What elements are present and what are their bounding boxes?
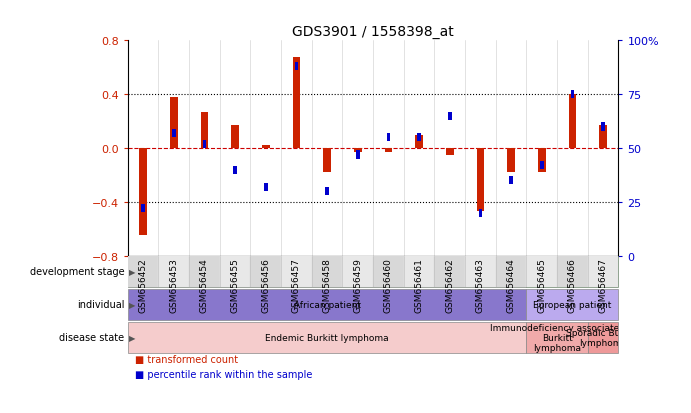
Text: GSM656462: GSM656462 [445, 258, 454, 312]
Bar [527, 256, 557, 287]
Bar [387, 134, 390, 142]
Bar [264, 183, 267, 191]
Text: GSM656463: GSM656463 [476, 258, 485, 312]
Bar [601, 123, 605, 131]
Bar [142, 205, 145, 213]
Bar [200, 112, 208, 149]
Bar [140, 149, 147, 236]
Bar [507, 149, 515, 173]
Bar [588, 322, 618, 353]
Text: Immunodeficiency associated
Burkitt
lymphoma: Immunodeficiency associated Burkitt lymp… [490, 323, 625, 352]
Text: European patient: European patient [533, 300, 612, 309]
Bar [477, 149, 484, 212]
Bar [540, 162, 544, 170]
Bar [356, 151, 359, 159]
Bar [373, 256, 404, 287]
Text: GSM656466: GSM656466 [568, 258, 577, 312]
Text: GSM656457: GSM656457 [292, 258, 301, 312]
Text: GSM656453: GSM656453 [169, 258, 178, 312]
Bar [538, 149, 546, 173]
Bar [220, 256, 250, 287]
Bar [128, 322, 527, 353]
Bar [527, 289, 618, 320]
Bar [262, 146, 269, 149]
Text: individual: individual [77, 299, 124, 310]
Bar [588, 256, 618, 287]
Bar [569, 95, 576, 149]
Text: GSM656456: GSM656456 [261, 258, 270, 312]
Bar [281, 256, 312, 287]
Bar [170, 97, 178, 149]
Bar [446, 149, 453, 155]
Bar [325, 188, 329, 196]
Bar [343, 256, 373, 287]
Text: child: child [316, 267, 338, 276]
Text: adult: adult [561, 267, 584, 276]
Text: Endemic Burkitt lymphoma: Endemic Burkitt lymphoma [265, 333, 389, 342]
Text: GSM656455: GSM656455 [231, 258, 240, 312]
Bar [417, 134, 421, 142]
Bar [202, 140, 207, 148]
Bar [448, 112, 452, 121]
Bar [527, 322, 588, 353]
Bar [415, 135, 423, 149]
Text: ▶: ▶ [129, 300, 135, 309]
Bar [435, 256, 465, 287]
Bar [354, 149, 361, 153]
Bar [599, 126, 607, 149]
Bar [557, 256, 588, 287]
Text: GSM656464: GSM656464 [507, 258, 515, 312]
Bar [234, 166, 237, 174]
Bar [527, 256, 618, 287]
Bar [231, 126, 239, 149]
Bar [293, 57, 301, 149]
Text: GSM656459: GSM656459 [353, 258, 362, 312]
Bar [128, 289, 527, 320]
Text: African patient: African patient [294, 300, 361, 309]
Bar [496, 256, 527, 287]
Bar [128, 256, 158, 287]
Bar [158, 256, 189, 287]
Bar [312, 256, 343, 287]
Text: Sporadic Burkitt
lymphoma: Sporadic Burkitt lymphoma [567, 328, 640, 347]
Text: GSM656461: GSM656461 [415, 258, 424, 312]
Text: GSM656454: GSM656454 [200, 258, 209, 312]
Text: GSM656460: GSM656460 [384, 258, 393, 312]
Text: GSM656452: GSM656452 [139, 258, 148, 312]
Bar [479, 209, 482, 217]
Bar [250, 256, 281, 287]
Bar [189, 256, 220, 287]
Text: ▶: ▶ [129, 333, 135, 342]
Text: ▶: ▶ [129, 267, 135, 276]
Text: disease state: disease state [59, 332, 124, 343]
Text: GSM656467: GSM656467 [598, 258, 607, 312]
Text: ■ transformed count: ■ transformed count [135, 354, 238, 364]
Text: ■ percentile rank within the sample: ■ percentile rank within the sample [135, 369, 312, 379]
Bar [509, 177, 513, 185]
Bar [294, 63, 299, 71]
Text: development stage: development stage [30, 266, 124, 277]
Text: GSM656465: GSM656465 [538, 258, 547, 312]
Title: GDS3901 / 1558398_at: GDS3901 / 1558398_at [292, 25, 454, 39]
Text: GSM656458: GSM656458 [323, 258, 332, 312]
Bar [128, 256, 527, 287]
Bar [404, 256, 435, 287]
Bar [172, 130, 176, 138]
Bar [571, 91, 574, 99]
Bar [323, 149, 331, 173]
Bar [385, 149, 392, 153]
Bar [465, 256, 496, 287]
